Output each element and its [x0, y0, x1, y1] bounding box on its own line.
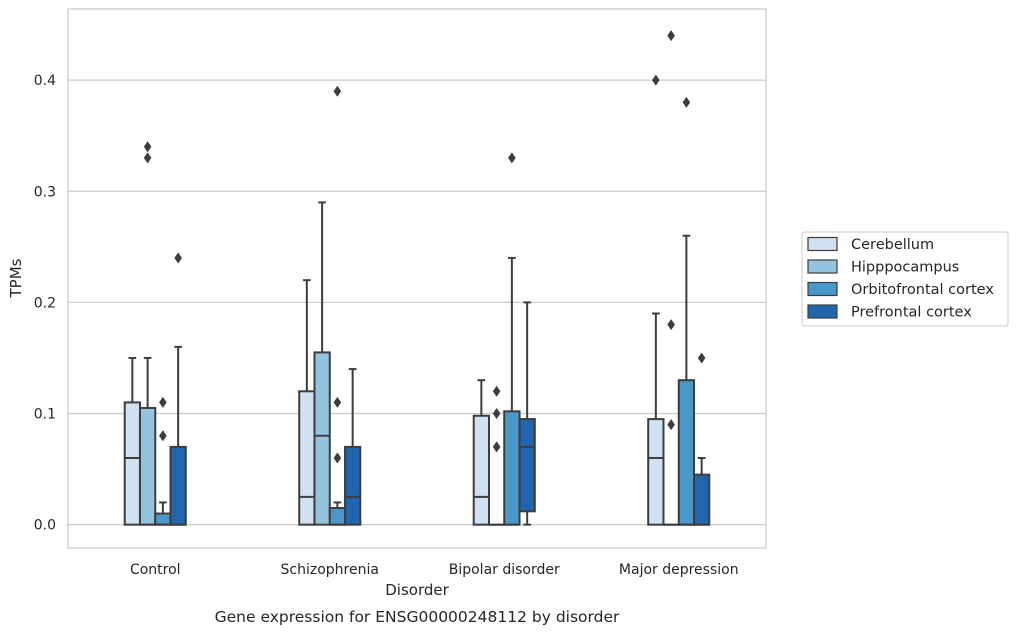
legend-swatch [807, 259, 838, 274]
box-schizophrenia-3 [344, 368, 362, 526]
box-bipolar-disorder-3 [518, 301, 536, 526]
outlier-point [174, 252, 182, 264]
legend-swatch [807, 304, 838, 319]
plot-frame [67, 8, 767, 549]
legend-frame [801, 231, 1009, 327]
legend-label: Cerebellum [851, 237, 934, 253]
outlier-point [682, 96, 691, 108]
x-tick-label: Schizophrenia [281, 562, 379, 578]
x-tick-labels: Control Schizophrenia Bipolar disorder Majo… [130, 562, 739, 578]
box-schizophrenia-0 [298, 279, 316, 526]
outlier-point [492, 441, 501, 453]
y-tick-label: 0.0 [34, 518, 56, 534]
legend-label: Hipppocampus [851, 260, 959, 276]
outlier-point [652, 74, 660, 86]
box-control-3 [169, 252, 187, 526]
outlier-point [492, 408, 501, 420]
box-body [154, 512, 172, 526]
box-major-depression-0 [647, 74, 665, 526]
box-bipolar-disorder-2 [503, 152, 521, 526]
outlier-point [333, 452, 342, 464]
box-major-depression-2 [677, 96, 696, 526]
box-body [298, 390, 316, 526]
box-control-2 [154, 396, 172, 526]
legend-swatch [807, 236, 838, 252]
box-body [677, 379, 696, 526]
outlier-point [143, 152, 152, 164]
legend-swatch [807, 281, 838, 297]
box-schizophrenia-2 [328, 85, 347, 526]
box-control-1 [138, 141, 157, 526]
y-axis-title: TPMs [7, 258, 25, 298]
y-tick-labels: 0.0 0.1 0.2 0.3 0.4 [34, 73, 56, 534]
x-tick-label: Major depression [619, 562, 739, 578]
y-tick-label: 0.1 [34, 407, 56, 423]
outlier-point [159, 396, 167, 408]
legend-label: Prefrontal cortex [851, 305, 972, 321]
outlier-point [667, 419, 675, 431]
box-body [693, 473, 711, 526]
outlier-point [333, 396, 342, 408]
box-control-0 [123, 356, 141, 526]
box-body [169, 445, 187, 526]
box-body [344, 445, 362, 526]
outlier-point [667, 319, 675, 331]
box-bipolar-disorder-1 [487, 385, 506, 526]
outlier-point [143, 141, 152, 153]
box-bipolar-disorder-0 [472, 379, 490, 526]
box-major-depression-1 [662, 30, 680, 526]
outlier-point [159, 430, 167, 442]
box-body [313, 351, 331, 526]
legend-label: Orbitofrontal cortex [851, 282, 994, 298]
box-schizophrenia-1 [313, 201, 331, 526]
box-body [503, 410, 521, 526]
boxes [123, 30, 711, 526]
x-axis-title: Disorder [385, 581, 449, 599]
y-tick-label: 0.3 [34, 184, 56, 200]
outlier-point [508, 152, 516, 164]
outlier-point [697, 352, 706, 364]
x-tick-label: Control [130, 562, 181, 578]
box-body [472, 414, 490, 526]
y-tick-label: 0.4 [34, 73, 56, 89]
box-body [647, 418, 665, 526]
outlier-point [667, 30, 675, 42]
chart-caption: Gene expression for ENSG00000248112 by d… [215, 608, 620, 626]
box-major-depression-3 [693, 352, 711, 526]
legend: Cerebellum Hipppocampus Orbitofrontal cort… [801, 231, 1009, 327]
outlier-point [333, 85, 342, 97]
outlier-point [492, 385, 501, 397]
box-body [123, 401, 141, 526]
box-body [138, 406, 157, 526]
box-body [328, 506, 347, 526]
x-tick-label: Bipolar disorder [449, 562, 560, 578]
box-body [518, 418, 536, 513]
y-tick-label: 0.2 [34, 295, 56, 311]
